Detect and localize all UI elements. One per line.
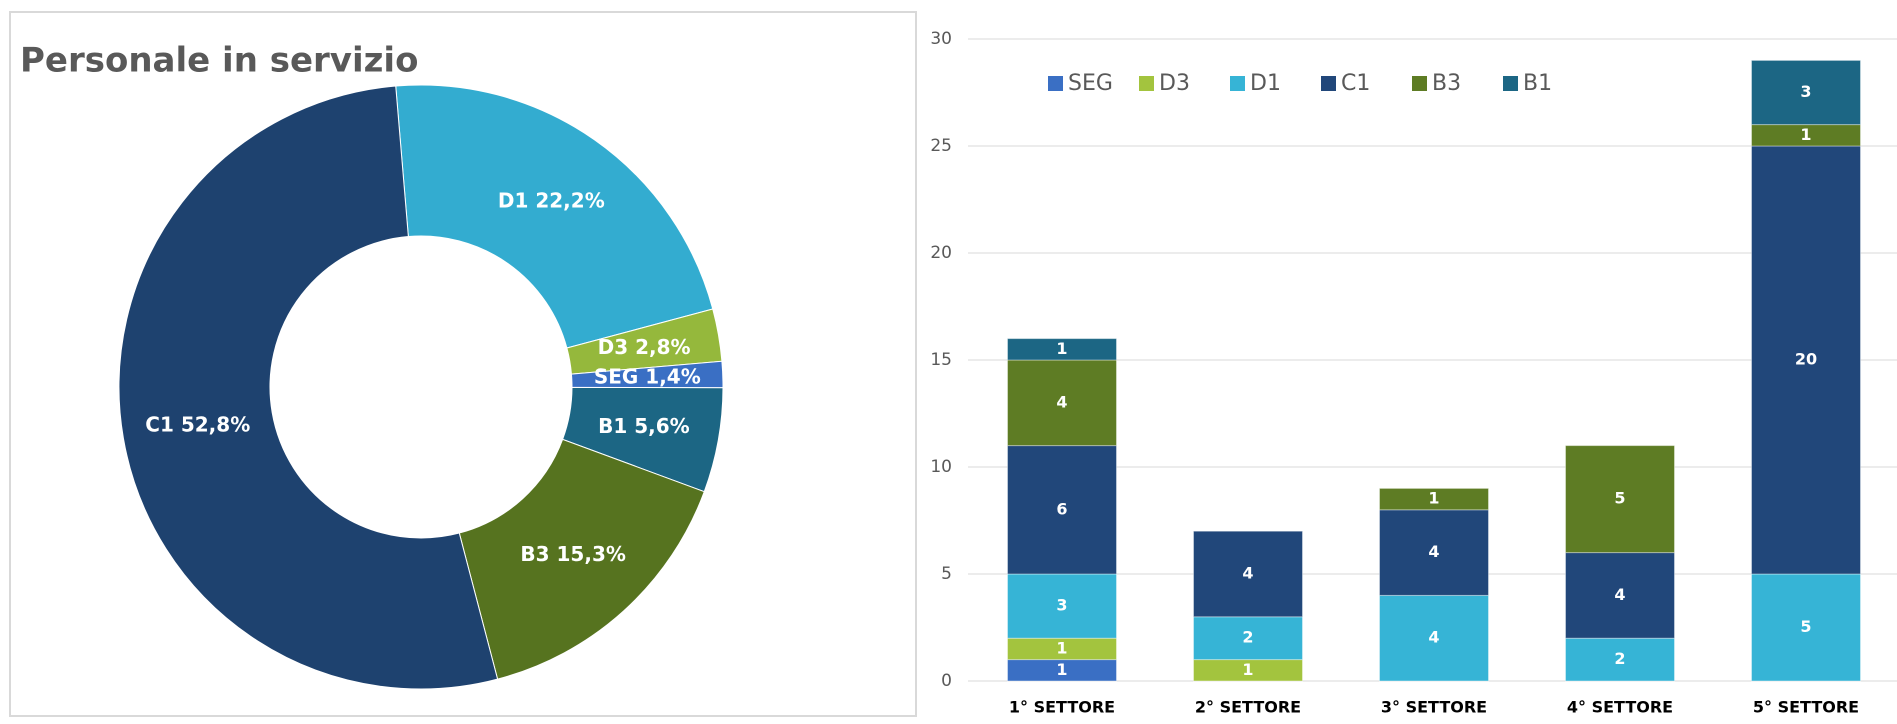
slice-category: SEG <box>594 364 638 388</box>
bar-segment <box>1565 445 1675 554</box>
data-label: 1 <box>1056 660 1067 679</box>
data-label: 4 <box>1242 564 1253 583</box>
slice-category: B3 <box>520 541 549 565</box>
legend-label: D1 <box>1250 71 1281 96</box>
x-tick-label: 5° SETTORE <box>1753 698 1859 717</box>
data-label: 5 <box>1800 617 1811 636</box>
legend-swatch <box>1139 76 1154 91</box>
bar-segment <box>1007 338 1117 361</box>
data-label: 1 <box>1428 489 1439 508</box>
slice-category: D3 <box>598 334 629 358</box>
data-label: 1 <box>1056 638 1067 657</box>
y-tick-label: 25 <box>930 136 952 156</box>
legend-swatch <box>1412 76 1427 91</box>
legend-swatch <box>1048 76 1063 91</box>
bar-segment <box>1007 573 1117 639</box>
data-label: 4 <box>1428 542 1439 561</box>
slice-label: B1 5,6% <box>598 414 690 438</box>
legend-label: SEG <box>1068 71 1113 96</box>
legend-swatch <box>1503 76 1518 91</box>
bar-segment <box>1193 616 1303 661</box>
data-label: 4 <box>1056 392 1067 411</box>
y-tick-label: 20 <box>930 243 952 263</box>
data-label: 3 <box>1800 82 1811 101</box>
bar-segment <box>1379 487 1489 511</box>
legend-label: C1 <box>1341 71 1370 96</box>
slice-label: SEG 1,4% <box>594 364 701 388</box>
slice-value: 15,3% <box>557 541 626 565</box>
data-label: 20 <box>1795 350 1817 369</box>
data-label: 3 <box>1056 596 1067 615</box>
data-label: 4 <box>1614 585 1625 604</box>
legend-swatch <box>1321 76 1336 91</box>
slice-label: B3 15,3% <box>520 541 626 565</box>
y-tick-label: 10 <box>930 457 952 477</box>
slice-label: D3 2,8% <box>598 334 691 358</box>
legend-label: D3 <box>1159 71 1190 96</box>
x-tick-label: 2° SETTORE <box>1195 698 1301 717</box>
bar-segment <box>1565 552 1675 639</box>
slice-category: B1 <box>598 414 627 438</box>
x-tick-label: 1° SETTORE <box>1009 698 1115 717</box>
slice-value: 52,8% <box>181 412 250 436</box>
data-label: 1 <box>1242 660 1253 679</box>
data-label: 6 <box>1056 499 1067 518</box>
legend-label: B1 <box>1523 71 1552 96</box>
x-tick-label: 3° SETTORE <box>1381 698 1487 717</box>
slice-label: D1 22,2% <box>498 188 605 212</box>
bar-segment <box>1751 573 1861 682</box>
data-label: 4 <box>1428 628 1439 647</box>
donut-slice <box>118 85 499 690</box>
legend-label: B3 <box>1432 71 1461 96</box>
x-tick-label: 4° SETTORE <box>1567 698 1673 717</box>
bar-segment <box>1007 359 1117 447</box>
bar-segment <box>1565 637 1675 682</box>
chart-title: Personale in servizio <box>20 41 418 81</box>
data-label: 1 <box>1800 125 1811 144</box>
data-label: 2 <box>1614 649 1625 668</box>
donut-slice <box>395 84 714 349</box>
slice-category: C1 <box>145 412 174 436</box>
data-label: 1 <box>1056 339 1067 358</box>
slice-value: 22,2% <box>535 188 604 212</box>
bar-segment <box>1751 59 1861 126</box>
slice-label: C1 52,8% <box>145 412 250 436</box>
data-label: 2 <box>1242 628 1253 647</box>
legend-swatch <box>1230 76 1245 91</box>
donut-slice <box>458 438 705 680</box>
slice-value: 1,4% <box>645 364 700 388</box>
y-tick-label: 0 <box>941 671 952 691</box>
y-tick-label: 5 <box>941 564 952 584</box>
slice-value: 5,6% <box>634 414 689 438</box>
slice-category: D1 <box>498 188 529 212</box>
bar-segment <box>1379 594 1489 682</box>
bar-segment <box>1193 530 1303 618</box>
y-tick-label: 30 <box>930 29 952 49</box>
slice-value: 2,8% <box>635 334 690 358</box>
y-tick-label: 15 <box>930 350 952 370</box>
bar-segment <box>1379 509 1489 596</box>
data-label: 5 <box>1614 489 1625 508</box>
bar-segment <box>1751 145 1861 575</box>
